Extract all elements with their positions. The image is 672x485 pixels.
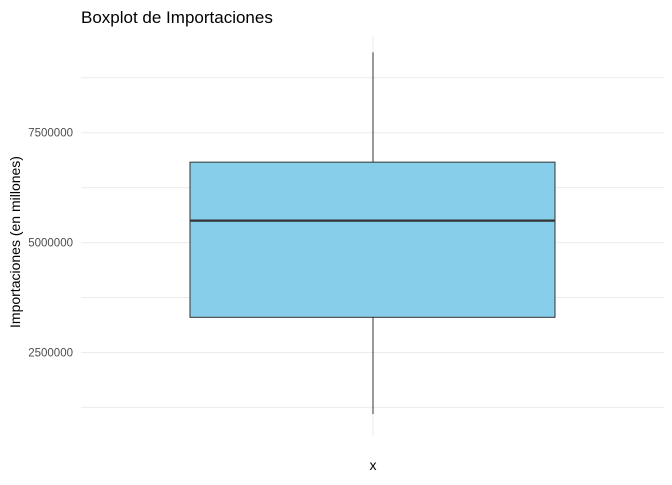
y-tick-label: 2500000 (28, 347, 73, 359)
box-layer (189, 52, 556, 415)
y-axis-label: Importaciones (en millones) (7, 156, 23, 328)
iqr-box (189, 161, 556, 318)
y-tick-label: 7500000 (28, 128, 73, 140)
chart-title: Boxplot de Importaciones (81, 8, 273, 27)
y-tick-label: 5000000 (28, 238, 73, 250)
x-axis-label: x (370, 457, 377, 473)
y-tick-labels: 2500000 5000000 7500000 (28, 128, 73, 360)
